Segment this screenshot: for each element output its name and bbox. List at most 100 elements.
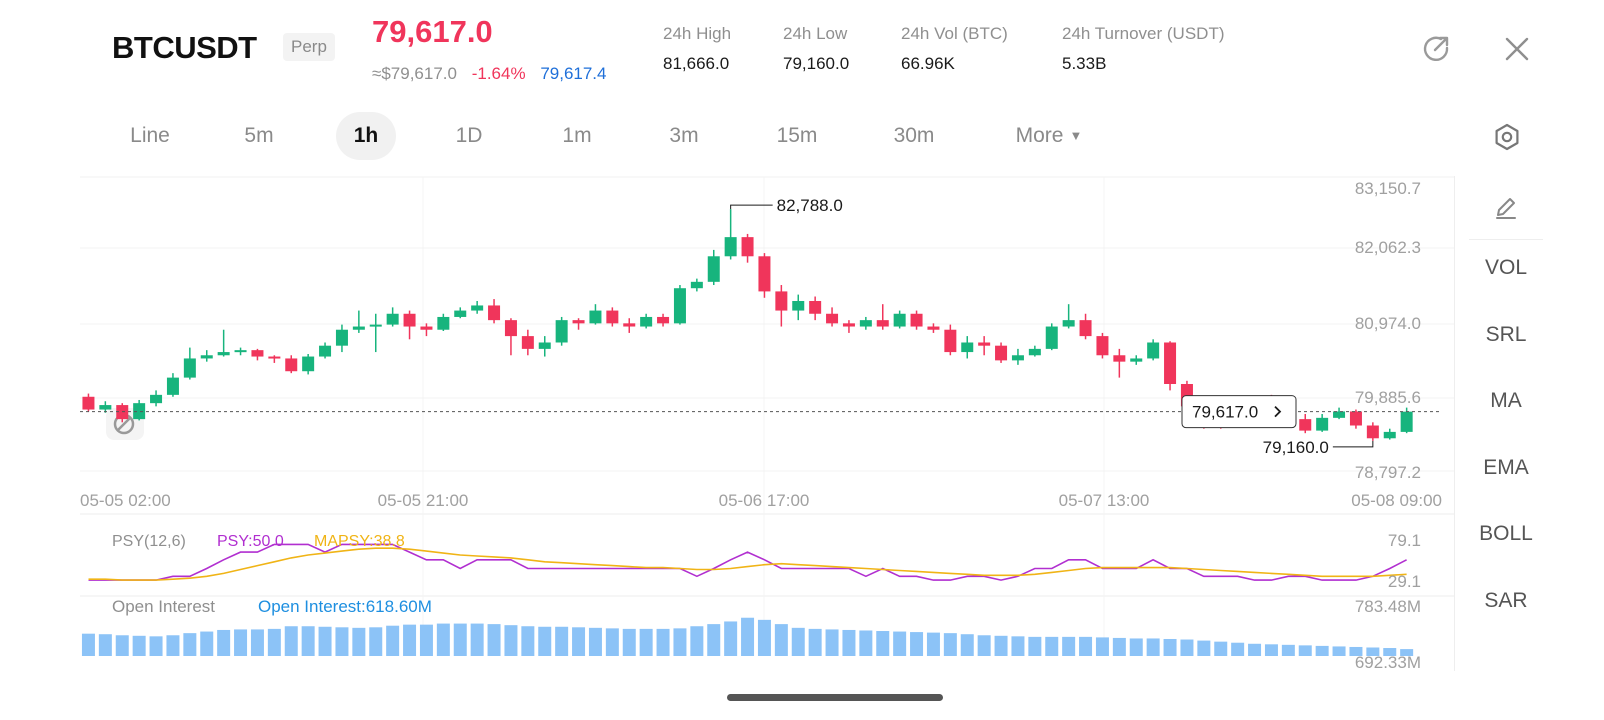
psy-y-tick: 79.1	[1388, 531, 1421, 550]
open-interest-bar	[470, 623, 484, 656]
side-item-ema[interactable]: EMA	[1483, 456, 1529, 479]
candle-body	[741, 237, 754, 257]
candle	[758, 253, 771, 298]
candle-body	[944, 329, 957, 353]
side-item-boll[interactable]: BOLL	[1479, 522, 1533, 545]
tab-15m[interactable]: 15m	[749, 112, 845, 160]
open-interest-bar	[724, 621, 738, 656]
high-price-label: 82,788.0	[777, 196, 843, 215]
tab-line[interactable]: Line	[104, 112, 196, 160]
tab-more[interactable]: More ▼	[994, 112, 1104, 160]
tab-1d[interactable]: 1D	[427, 112, 511, 160]
open-interest-bar	[1315, 645, 1329, 656]
tab-5m[interactable]: 5m	[216, 112, 302, 160]
current-price-label: 79,617.0	[1192, 403, 1258, 422]
candle	[234, 347, 247, 356]
candle	[504, 318, 517, 356]
open-interest-bar	[673, 628, 687, 656]
chart-canvas[interactable]: 79,617.0 82,788.0 79,160.0 83,150.7 82,0…	[0, 176, 1454, 671]
candle	[82, 393, 95, 412]
candle	[1147, 339, 1160, 361]
tab-3m[interactable]: 3m	[641, 112, 727, 160]
open-interest-bar	[1062, 636, 1076, 656]
candle-body	[217, 352, 230, 356]
open-interest-bar	[335, 627, 349, 656]
chevron-right-icon	[1274, 406, 1282, 418]
stat-value: 66.96K	[901, 54, 955, 73]
symbol-title[interactable]: BTCUSDT	[112, 30, 257, 65]
candle-body	[1400, 411, 1413, 432]
candle-body	[707, 256, 720, 282]
tab-30m[interactable]: 30m	[866, 112, 962, 160]
indicator-side-panel: VOL SRL MA EMA BOLL SAR	[1454, 176, 1556, 671]
tab-label: 1h	[353, 124, 379, 147]
side-item-sar[interactable]: SAR	[1484, 589, 1528, 612]
open-interest-bar	[403, 624, 417, 656]
x-tick-label: 05-06 17:00	[719, 491, 810, 510]
tab-label: 3m	[669, 124, 699, 147]
open-interest-bar	[81, 633, 95, 656]
candle-body	[927, 326, 940, 330]
open-interest-bar	[1332, 646, 1346, 656]
candle-body	[352, 326, 365, 330]
tab-1m[interactable]: 1m	[534, 112, 620, 160]
candle-body	[961, 342, 974, 353]
candle-body	[335, 329, 348, 346]
candle-body	[1028, 348, 1041, 356]
candle-body	[454, 310, 467, 317]
gear-icon[interactable]	[1492, 122, 1522, 152]
candle	[1366, 422, 1379, 441]
side-item-vol[interactable]: VOL	[1484, 256, 1528, 279]
candle-body	[1079, 320, 1092, 337]
open-interest-bar	[386, 625, 400, 656]
y-tick-label: 79,885.6	[1355, 388, 1421, 407]
share-icon[interactable]	[1421, 34, 1451, 64]
open-interest-bar	[318, 626, 332, 656]
candle	[1113, 348, 1126, 378]
candle-body	[1130, 358, 1143, 362]
open-interest-bar	[977, 635, 991, 656]
close-icon[interactable]	[1502, 34, 1532, 64]
psy-series-label: PSY:50.0	[217, 533, 284, 550]
candle-body	[1316, 417, 1329, 431]
candle-body	[859, 320, 872, 327]
open-interest-bar	[200, 631, 214, 656]
open-interest-bar	[1231, 642, 1245, 656]
candle	[133, 399, 146, 421]
y-tick-label: 80,974.0	[1355, 314, 1421, 333]
candle	[352, 310, 365, 333]
candle	[437, 313, 450, 331]
psy-indicator-title: PSY(12,6)	[112, 533, 186, 550]
candle-body	[1147, 342, 1160, 359]
open-interest-bar	[1180, 639, 1194, 656]
open-interest-bar	[1028, 636, 1042, 656]
current-price-tag[interactable]: 79,617.0	[1181, 395, 1297, 429]
open-interest-bar	[588, 627, 602, 656]
candle	[1130, 355, 1143, 365]
candle	[538, 336, 551, 357]
candle	[268, 355, 281, 363]
candle-body	[538, 342, 551, 349]
open-interest-bar	[825, 629, 839, 656]
candle-body	[504, 320, 517, 337]
open-interest-bar	[487, 624, 501, 656]
candle	[707, 249, 720, 286]
pencil-icon[interactable]	[1491, 192, 1521, 222]
candle	[876, 304, 889, 330]
open-interest-bar	[149, 636, 163, 656]
open-interest-bar	[98, 634, 112, 656]
tab-1h[interactable]: 1h	[336, 112, 396, 160]
open-interest-bar	[352, 627, 366, 656]
candle	[454, 307, 467, 319]
candle-body	[673, 288, 686, 324]
side-item-srl[interactable]: SRL	[1485, 323, 1527, 346]
candle	[1079, 313, 1092, 340]
chart-area[interactable]: 79,617.0 82,788.0 79,160.0 83,150.7 82,0…	[0, 176, 1604, 671]
candle-body	[285, 358, 298, 372]
side-item-ma[interactable]: MA	[1490, 389, 1522, 412]
candle-body	[200, 355, 213, 359]
home-indicator[interactable]	[727, 694, 943, 701]
tab-label: Line	[130, 124, 170, 147]
open-interest-bar	[1079, 636, 1093, 656]
candle-body	[1045, 326, 1058, 349]
